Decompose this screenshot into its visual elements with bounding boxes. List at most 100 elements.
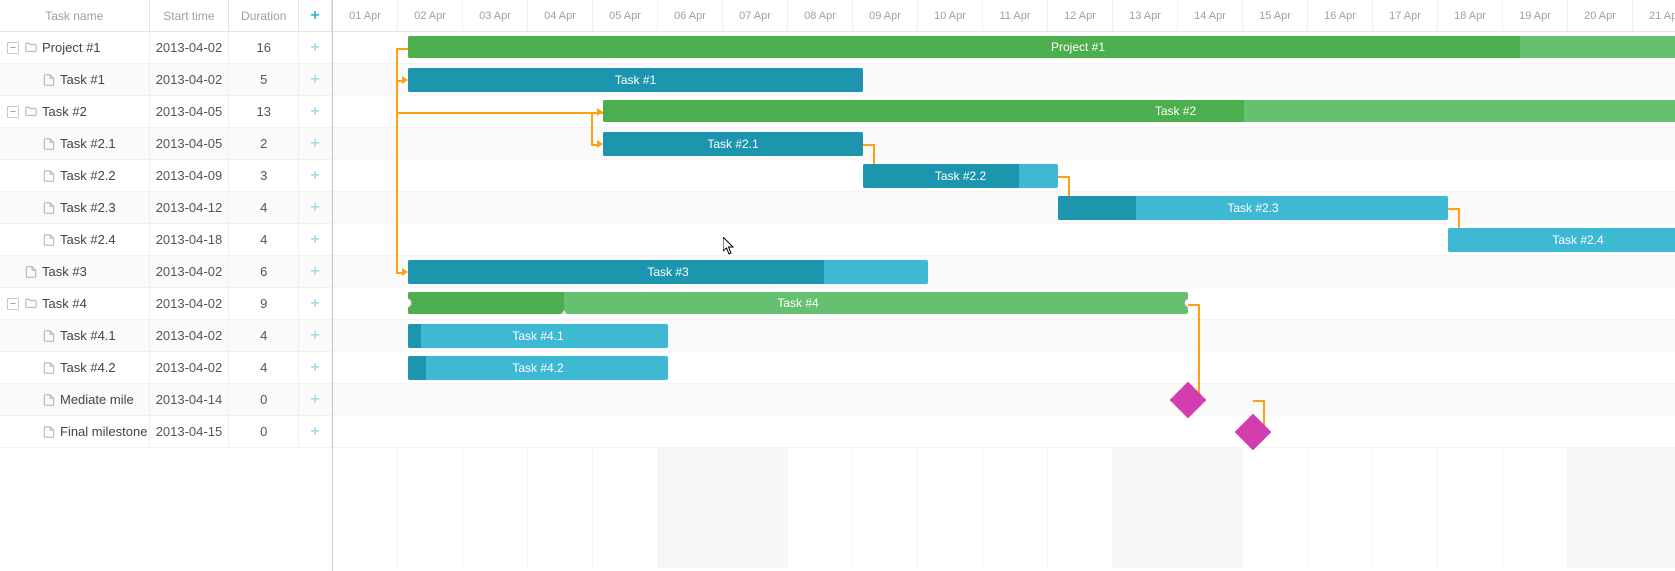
column-header-duration[interactable]: Duration xyxy=(229,0,299,31)
cell-duration[interactable]: 9 xyxy=(229,288,299,319)
add-subtask-icon[interactable]: + xyxy=(310,71,319,89)
cell-add[interactable]: + xyxy=(299,96,332,127)
grid-row[interactable]: −Project #12013-04-0216+ xyxy=(0,32,332,64)
cell-start-time[interactable]: 2013-04-02 xyxy=(150,64,230,95)
add-subtask-icon[interactable]: + xyxy=(310,39,319,57)
date-header-cell[interactable]: 04 Apr xyxy=(528,0,593,31)
cell-task-name[interactable]: Task #4.2 xyxy=(0,352,150,383)
grid-row[interactable]: Task #2.42013-04-184+ xyxy=(0,224,332,256)
grid-row[interactable]: Task #2.22013-04-093+ xyxy=(0,160,332,192)
cell-start-time[interactable]: 2013-04-02 xyxy=(150,288,230,319)
add-subtask-icon[interactable]: + xyxy=(310,359,319,377)
grid-row[interactable]: −Task #22013-04-0513+ xyxy=(0,96,332,128)
cell-add[interactable]: + xyxy=(299,384,332,415)
date-header-cell[interactable]: 12 Apr xyxy=(1048,0,1113,31)
cell-start-time[interactable]: 2013-04-05 xyxy=(150,128,230,159)
collapse-toggle-icon[interactable]: − xyxy=(6,41,20,55)
cell-start-time[interactable]: 2013-04-12 xyxy=(150,192,230,223)
task-bar[interactable]: Task #4.2 xyxy=(408,356,668,380)
cell-duration[interactable]: 4 xyxy=(229,192,299,223)
cell-add[interactable]: + xyxy=(299,352,332,383)
cell-task-name[interactable]: Final milestone xyxy=(0,416,150,447)
cell-start-time[interactable]: 2013-04-02 xyxy=(150,256,230,287)
add-subtask-icon[interactable]: + xyxy=(310,263,319,281)
grid-row[interactable]: Task #32013-04-026 + xyxy=(0,256,332,288)
add-subtask-icon[interactable]: + xyxy=(310,295,319,313)
task-bar[interactable]: Task #1 xyxy=(408,68,863,92)
cell-duration[interactable]: 4 xyxy=(229,224,299,255)
cell-task-name[interactable]: Task #2.2 xyxy=(0,160,150,191)
collapse-toggle-icon[interactable]: − xyxy=(6,105,20,119)
cell-start-time[interactable]: 2013-04-18 xyxy=(150,224,230,255)
date-header-cell[interactable]: 08 Apr xyxy=(788,0,853,31)
cell-start-time[interactable]: 2013-04-05 xyxy=(150,96,230,127)
grid-row[interactable]: Mediate mile2013-04-140 + xyxy=(0,384,332,416)
cell-task-name[interactable]: Mediate mile xyxy=(0,384,150,415)
grid-row[interactable]: Task #2.12013-04-052 + xyxy=(0,128,332,160)
add-subtask-icon[interactable]: + xyxy=(310,135,319,153)
add-subtask-icon[interactable]: + xyxy=(310,231,319,249)
cell-duration[interactable]: 4 xyxy=(229,320,299,351)
grid-row[interactable]: −Task #42013-04-029 + xyxy=(0,288,332,320)
task-bar[interactable]: Task #3 xyxy=(408,260,928,284)
cell-duration[interactable]: 0 xyxy=(229,384,299,415)
date-header-cell[interactable]: 02 Apr xyxy=(398,0,463,31)
cell-start-time[interactable]: 2013-04-02 xyxy=(150,320,230,351)
cell-add[interactable]: + xyxy=(299,288,332,319)
dependency-link[interactable] xyxy=(863,144,873,146)
project-bar[interactable]: Task #4 xyxy=(408,292,1188,314)
date-header-cell[interactable]: 15 Apr xyxy=(1243,0,1308,31)
dependency-link[interactable] xyxy=(1188,304,1198,306)
date-header-cell[interactable]: 05 Apr xyxy=(593,0,658,31)
cell-duration[interactable]: 2 xyxy=(229,128,299,159)
date-header-cell[interactable]: 17 Apr xyxy=(1373,0,1438,31)
cell-start-time[interactable]: 2013-04-15 xyxy=(150,416,230,447)
column-header-add[interactable]: + xyxy=(299,0,332,31)
dependency-link[interactable] xyxy=(1058,176,1068,178)
grid-row[interactable]: Final milestone2013-04-150+ xyxy=(0,416,332,448)
cell-task-name[interactable]: Task #2.1 xyxy=(0,128,150,159)
cell-duration[interactable]: 16 xyxy=(229,32,299,63)
cell-task-name[interactable]: Task #2.3 xyxy=(0,192,150,223)
cell-task-name[interactable]: Task #3 xyxy=(0,256,150,287)
date-header-cell[interactable]: 19 Apr xyxy=(1503,0,1568,31)
task-bar[interactable]: Task #2.1 xyxy=(603,132,863,156)
task-bar[interactable]: Task #2.3 xyxy=(1058,196,1448,220)
task-bar[interactable]: Task #2.2 xyxy=(863,164,1058,188)
progress-drag-handle[interactable] xyxy=(558,310,570,314)
cell-add[interactable]: + xyxy=(299,64,332,95)
grid-row[interactable]: Task #4.12013-04-024+ xyxy=(0,320,332,352)
date-header-cell[interactable]: 07 Apr xyxy=(723,0,788,31)
cell-duration[interactable]: 0 xyxy=(229,416,299,447)
date-header-cell[interactable]: 06 Apr xyxy=(658,0,723,31)
add-subtask-icon[interactable]: + xyxy=(310,103,319,121)
cell-duration[interactable]: 4 xyxy=(229,352,299,383)
dependency-link[interactable] xyxy=(1198,304,1200,400)
date-header-cell[interactable]: 11 Apr xyxy=(983,0,1048,31)
project-bar[interactable]: Task #2 xyxy=(603,100,1675,122)
cell-start-time[interactable]: 2013-04-14 xyxy=(150,384,230,415)
dependency-link[interactable] xyxy=(591,112,593,144)
cell-add[interactable]: + xyxy=(299,320,332,351)
add-subtask-icon[interactable]: + xyxy=(310,199,319,217)
add-subtask-icon[interactable]: + xyxy=(310,391,319,409)
cell-task-name[interactable]: −Project #1 xyxy=(0,32,150,63)
cell-add[interactable]: + xyxy=(299,128,332,159)
cell-task-name[interactable]: −Task #2 xyxy=(0,96,150,127)
cell-add[interactable]: + xyxy=(299,224,332,255)
cell-start-time[interactable]: 2013-04-02 xyxy=(150,352,230,383)
cell-add[interactable]: + xyxy=(299,160,332,191)
cell-add[interactable]: + xyxy=(299,32,332,63)
cell-task-name[interactable]: Task #4.1 xyxy=(0,320,150,351)
date-header-cell[interactable]: 13 Apr xyxy=(1113,0,1178,31)
dependency-link[interactable] xyxy=(396,48,398,272)
date-header-cell[interactable]: 14 Apr xyxy=(1178,0,1243,31)
date-header-cell[interactable]: 01 Apr xyxy=(333,0,398,31)
dependency-link[interactable] xyxy=(1448,208,1458,210)
timeline-body[interactable]: Project #1Task #1Task #2Task #2.1Task #2… xyxy=(333,32,1675,568)
cell-task-name[interactable]: −Task #4 xyxy=(0,288,150,319)
project-bar[interactable]: Project #1 xyxy=(408,36,1675,58)
dependency-link[interactable] xyxy=(1253,400,1263,402)
cell-duration[interactable]: 6 xyxy=(229,256,299,287)
cell-add[interactable]: + xyxy=(299,256,332,287)
